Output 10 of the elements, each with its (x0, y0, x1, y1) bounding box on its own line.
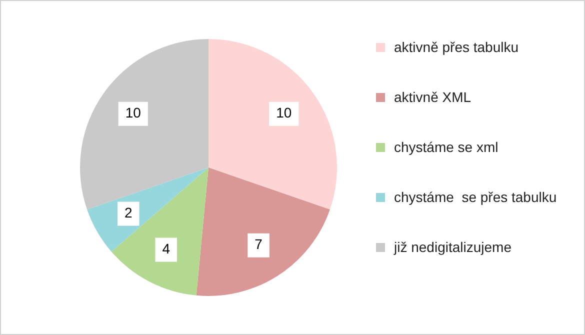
data-label: 2 (124, 204, 132, 221)
data-label: 10 (125, 104, 142, 121)
data-label: 7 (254, 236, 263, 252)
legend-label: aktivně přes tabulku (394, 39, 519, 55)
data-label: 10 (276, 104, 292, 121)
data-label: 4 (162, 240, 170, 257)
legend-label: již nedigitalizujeme (394, 239, 512, 255)
legend-label: aktivně XML (394, 89, 472, 105)
legend-label: chystáme se přes tabulku (394, 189, 557, 205)
legend-label: chystáme se xml (394, 139, 498, 155)
